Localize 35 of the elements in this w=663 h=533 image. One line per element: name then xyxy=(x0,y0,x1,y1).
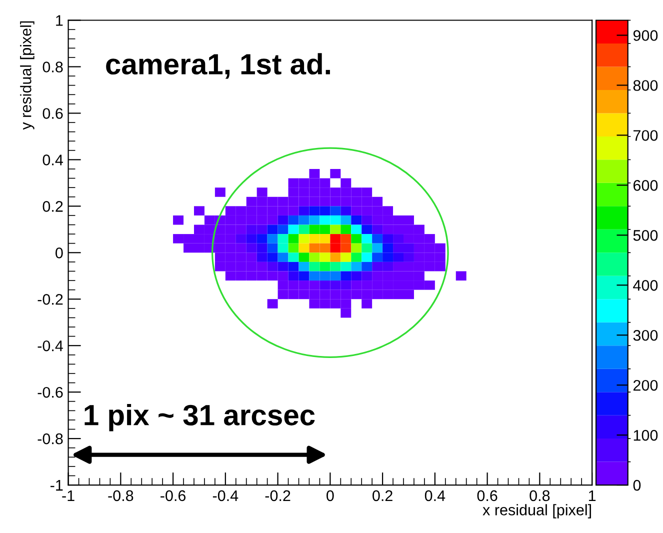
x-tick-label: 0.8 xyxy=(530,490,550,502)
y-tick-label: -0.2 xyxy=(38,294,63,305)
y-tick-label: 1 xyxy=(56,15,63,26)
annotation: 1 pix ~ 31 arcsec xyxy=(84,404,315,432)
x-tick-label: 0 xyxy=(326,490,334,502)
color-bar-label: 100 xyxy=(634,430,658,441)
x-tick-label: -0.6 xyxy=(160,490,186,502)
y-tick-label: 0.8 xyxy=(42,62,63,72)
x-tick-label: 0.6 xyxy=(477,490,498,502)
color-bar-label: 400 xyxy=(633,280,658,291)
color-bar-label: 500 xyxy=(633,230,658,241)
y-axis-title: y residual [pixel] xyxy=(20,21,34,130)
y-tick-label: 0.6 xyxy=(42,108,63,119)
color-bar-label: 200 xyxy=(633,380,658,391)
color-bar-label: 700 xyxy=(634,130,658,141)
color-bar-label: 800 xyxy=(633,80,658,91)
color-bar-label: 900 xyxy=(633,30,658,41)
x-tick-label: 0.4 xyxy=(424,490,446,502)
y-tick-label: -1 xyxy=(50,480,63,491)
color-bar-label: 0 xyxy=(633,480,641,491)
x-tick-label: 1 xyxy=(588,490,596,501)
y-tick-label: -0.4 xyxy=(38,340,63,352)
y-tick-label: 0.4 xyxy=(42,154,63,166)
color-bar-label: 600 xyxy=(634,180,658,191)
x-tick-label: -0.8 xyxy=(108,490,134,502)
y-tick-label: 0 xyxy=(56,248,63,258)
x-tick-label: -0.2 xyxy=(265,490,290,502)
y-tick-label: -0.8 xyxy=(38,433,63,444)
x-axis-title: x residual [pixel] xyxy=(482,504,591,518)
color-bar-label: 300 xyxy=(633,330,658,341)
x-tick-label: -0.4 xyxy=(212,490,238,502)
y-tick-label: 0.2 xyxy=(42,201,63,212)
x-tick-label: 0.2 xyxy=(372,490,392,502)
y-tick-label: -0.6 xyxy=(38,386,63,398)
annotation: camera1, 1st ad. xyxy=(106,53,330,79)
